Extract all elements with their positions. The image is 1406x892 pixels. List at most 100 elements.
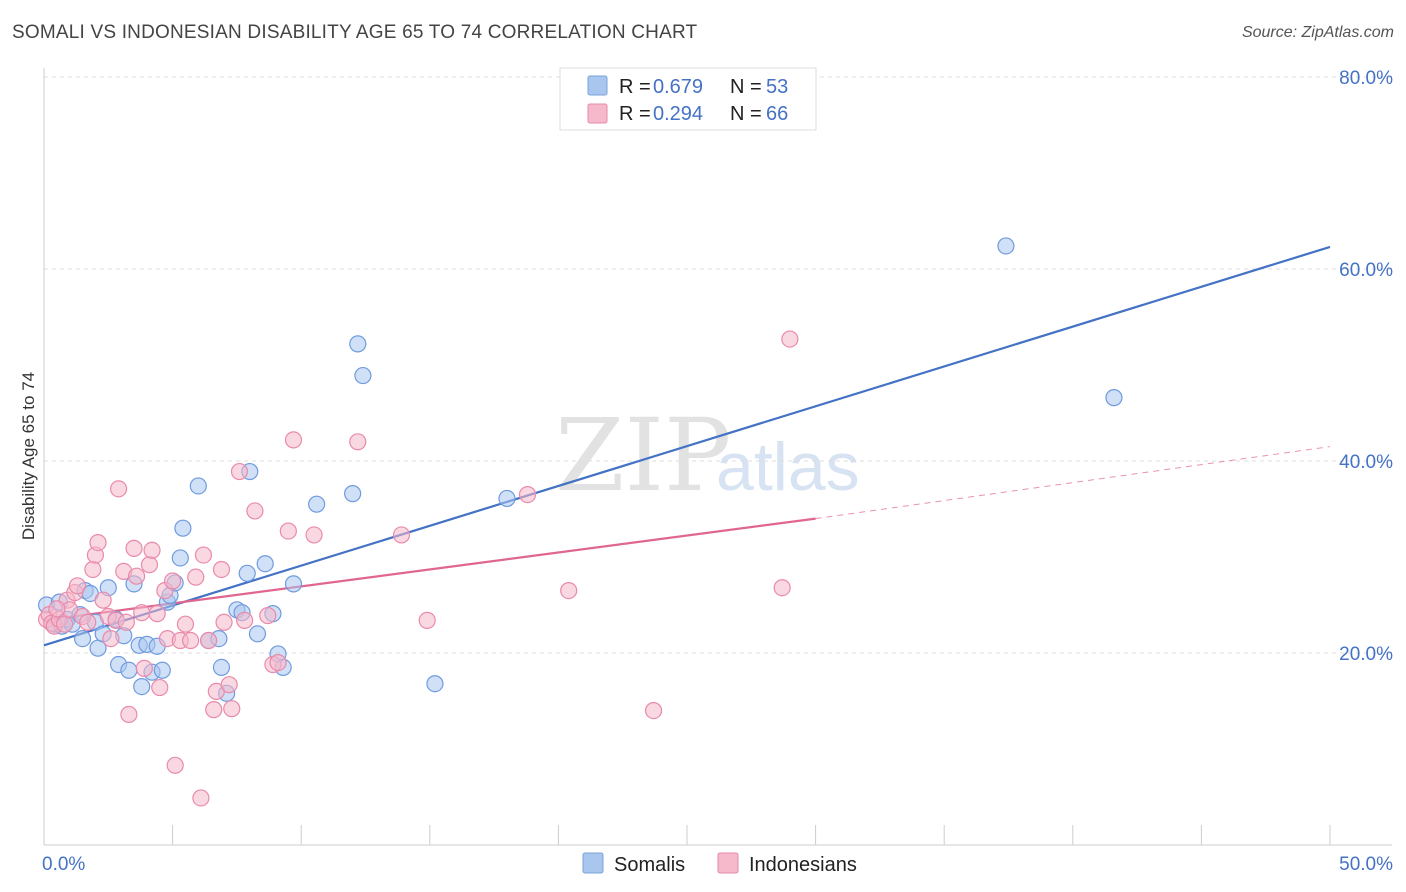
point-somalis	[73, 629, 92, 648]
point-indonesians	[560, 581, 578, 600]
point-somalis	[256, 555, 274, 573]
point-indonesians	[212, 560, 231, 579]
watermark-atlas: atlas	[716, 429, 860, 505]
bottom-legend-somalis: Somalis	[614, 854, 685, 876]
point-indonesians	[133, 604, 151, 622]
point-indonesians	[143, 541, 161, 559]
point-somalis	[238, 564, 256, 582]
y-tick-label: 60.0%	[1339, 260, 1393, 281]
bottom-legend: Somalis Indonesians	[582, 852, 857, 876]
point-somalis	[344, 485, 362, 503]
y-tick-label: 40.0%	[1339, 452, 1393, 473]
point-indonesians	[140, 556, 159, 574]
legend-n-label-indonesians: N =	[730, 103, 762, 125]
point-indonesians	[148, 605, 166, 623]
bottom-legend-indonesians: Indonesians	[749, 854, 857, 876]
point-indonesians	[176, 615, 195, 633]
legend-n-label-somalis: N =	[730, 76, 762, 98]
point-indonesians	[644, 701, 663, 720]
point-indonesians	[230, 462, 249, 481]
point-indonesians	[215, 613, 233, 631]
bottom-legend-swatch-somalis	[582, 852, 604, 874]
point-somalis	[133, 677, 151, 696]
point-indonesians	[166, 756, 184, 774]
bottom-legend-swatch-indonesians	[717, 852, 739, 874]
point-indonesians	[269, 653, 287, 672]
point-somalis	[997, 237, 1015, 255]
point-indonesians	[84, 560, 102, 579]
point-somalis	[1105, 389, 1123, 407]
point-indonesians	[518, 486, 537, 504]
trendlines	[43, 245, 1331, 647]
point-indonesians	[192, 789, 210, 807]
watermark-zip: ZIP	[555, 397, 731, 514]
point-indonesians	[223, 700, 241, 718]
point-indonesians	[120, 705, 138, 724]
point-indonesians	[773, 579, 791, 597]
watermark: ZIP atlas	[555, 397, 860, 514]
x-tick-label: 50.0%	[1339, 854, 1393, 875]
point-indonesians	[305, 526, 323, 544]
source-label: Source: ZipAtlas.com	[1241, 24, 1394, 41]
point-indonesians	[259, 606, 277, 625]
point-indonesians	[125, 539, 143, 557]
point-somalis	[308, 495, 326, 513]
point-indonesians	[48, 600, 66, 618]
legend-r-value-indonesians: 0.294	[653, 103, 703, 125]
point-indonesians	[135, 659, 153, 677]
point-indonesians	[127, 567, 146, 585]
point-indonesians	[392, 526, 411, 544]
point-indonesians	[220, 676, 238, 694]
data-points	[37, 237, 1123, 807]
point-indonesians	[182, 631, 200, 650]
legend-swatch-indonesians	[587, 103, 608, 124]
point-indonesians	[279, 522, 297, 540]
point-somalis	[120, 661, 138, 679]
legend-n-value-indonesians: 66	[766, 103, 788, 125]
point-somalis	[354, 366, 372, 385]
point-indonesians	[187, 568, 205, 586]
point-somalis	[349, 335, 367, 353]
trendline-somalis	[43, 245, 1331, 647]
point-indonesians	[55, 615, 74, 633]
point-indonesians	[68, 577, 87, 595]
y-tick-label: 20.0%	[1339, 644, 1393, 665]
point-indonesians	[109, 480, 128, 498]
point-indonesians	[94, 591, 112, 609]
point-somalis	[426, 675, 444, 693]
y-axis-label: Disability Age 65 to 74	[19, 372, 38, 540]
point-indonesians	[284, 431, 303, 449]
point-indonesians	[349, 433, 367, 451]
chart-title: SOMALI VS INDONESIAN DISABILITY AGE 65 T…	[12, 22, 698, 43]
point-indonesians	[205, 701, 223, 719]
point-somalis	[189, 477, 207, 495]
point-somalis	[212, 658, 231, 677]
point-indonesians	[200, 631, 218, 650]
point-somalis	[153, 661, 171, 679]
point-indonesians	[102, 629, 120, 648]
point-indonesians	[164, 572, 182, 590]
point-indonesians	[151, 678, 169, 697]
point-indonesians	[117, 613, 135, 631]
point-somalis	[248, 625, 267, 643]
point-indonesians	[246, 502, 264, 520]
point-indonesians	[89, 533, 107, 552]
point-somalis	[498, 489, 516, 508]
top-legend: R = 0.679 N = 53 R = 0.294 N = 66	[559, 67, 817, 131]
legend-n-value-somalis: 53	[766, 76, 788, 98]
legend-r-label-somalis: R =	[619, 76, 651, 98]
point-somalis	[174, 519, 192, 537]
axes: 20.0% 40.0% 60.0% 80.0% 0.0% 50.0%	[42, 68, 1393, 875]
point-indonesians	[194, 546, 213, 564]
point-somalis	[284, 575, 303, 593]
point-somalis	[171, 549, 189, 567]
x-tick-label: 0.0%	[42, 854, 85, 875]
trendline-indonesians-extension	[815, 446, 1331, 520]
point-indonesians	[79, 613, 97, 631]
point-indonesians	[236, 611, 254, 629]
legend-r-label-indonesians: R =	[619, 103, 651, 125]
legend-r-value-somalis: 0.679	[653, 76, 703, 98]
y-tick-label: 80.0%	[1339, 68, 1393, 89]
point-indonesians	[418, 611, 436, 629]
